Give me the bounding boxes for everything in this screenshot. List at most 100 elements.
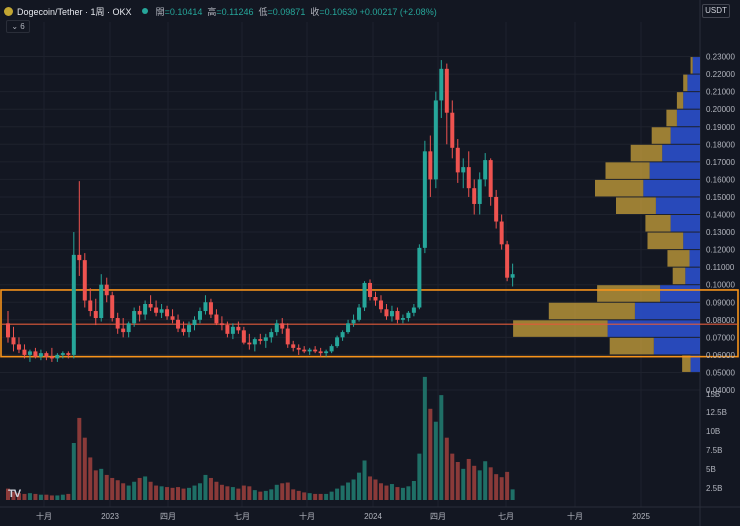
candle-body	[428, 151, 433, 180]
price-tick-label: 0.12000	[706, 246, 735, 255]
candle-body	[494, 196, 499, 222]
candle-body	[335, 337, 340, 347]
dogecoin-logo-icon	[4, 6, 13, 16]
volume-bar	[44, 494, 49, 500]
volume-bar	[143, 476, 148, 500]
candle-body	[302, 349, 307, 352]
volume-profile-bar	[666, 109, 677, 127]
candle-body	[225, 325, 230, 334]
candle-body	[60, 353, 65, 355]
currency-unit-button[interactable]: USDT	[702, 4, 730, 18]
candle-body	[49, 356, 54, 359]
volume-bar	[373, 479, 378, 500]
candle-body	[466, 167, 471, 189]
candle-body	[274, 323, 279, 333]
price-tick-label: 0.06000	[706, 351, 735, 360]
volume-bar	[187, 487, 192, 500]
volume-bar	[33, 493, 38, 500]
volume-profile-bar	[660, 285, 700, 302]
volume-bar	[77, 417, 82, 500]
volume-bar	[477, 470, 482, 500]
candle-body	[411, 307, 416, 313]
time-tick-label: 四月	[430, 512, 446, 521]
candle-body	[44, 353, 49, 357]
candle-body	[203, 302, 208, 312]
volume-bar	[422, 376, 427, 500]
candle-body	[214, 314, 219, 324]
volume-bar	[55, 495, 60, 500]
volume-profile-bar	[616, 197, 656, 214]
volume-bar	[38, 494, 43, 500]
volume-profile-bar	[651, 127, 671, 144]
candle-body	[269, 332, 274, 338]
volume-bar	[439, 395, 444, 500]
candle-body	[291, 344, 296, 348]
candle-body	[258, 339, 263, 341]
candle-body	[77, 254, 82, 261]
candle-body	[439, 68, 444, 101]
time-tick-label: 七月	[234, 512, 250, 521]
price-tick-label: 0.08000	[706, 316, 735, 325]
volume-bar	[269, 489, 274, 500]
volume-bar	[400, 487, 405, 500]
candle-body	[181, 328, 186, 333]
candle-body	[88, 300, 93, 312]
candle-body	[11, 337, 16, 345]
volume-bar	[6, 488, 10, 500]
candle-body	[247, 342, 252, 345]
price-tick-label: 0.17000	[706, 158, 735, 167]
market-status-icon	[141, 8, 148, 14]
volume-bar	[340, 485, 345, 500]
candle-body	[6, 323, 10, 338]
volume-bar	[104, 474, 109, 500]
volume-bar	[455, 462, 460, 500]
time-tick-label: 十月	[299, 511, 315, 521]
candle-body	[230, 326, 235, 334]
candle-body	[143, 304, 148, 315]
volume-bar	[214, 481, 219, 500]
volume-profile-bar	[670, 215, 700, 232]
candle-body	[176, 319, 181, 329]
candle-body	[488, 160, 493, 197]
candle-body	[82, 260, 87, 301]
candle-body	[280, 323, 285, 329]
volume-bar	[357, 472, 362, 500]
candle-body	[285, 328, 290, 345]
candle-body	[455, 147, 460, 173]
volume-profile-bar	[597, 285, 661, 302]
volume-bar	[389, 484, 394, 500]
candle-body	[357, 307, 362, 320]
volume-profile-bar	[643, 179, 700, 197]
volume-bar	[16, 493, 21, 500]
price-tick-label: 0.11000	[706, 263, 735, 272]
volume-bar	[11, 491, 16, 500]
volume-bar	[258, 491, 263, 500]
symbol-title[interactable]: Dogecoin/Tether · 1周 · OKX	[17, 6, 132, 17]
volume-bar	[384, 485, 389, 500]
volume-bar	[499, 477, 504, 500]
volume-profile-bar	[653, 337, 700, 355]
candle-body	[351, 319, 356, 324]
volume-bar	[417, 453, 422, 500]
volume-bar	[291, 489, 296, 500]
candle-body	[137, 311, 142, 315]
volume-bar	[329, 491, 334, 500]
volume-profile-bar	[634, 302, 700, 320]
volume-bar	[395, 487, 400, 500]
candle-body	[110, 295, 115, 319]
volume-bar	[88, 457, 93, 500]
volume-profile-bar	[647, 232, 684, 250]
price-tick-label: 0.18000	[706, 140, 735, 149]
candle-body	[362, 282, 367, 308]
volume-bar	[274, 484, 279, 500]
candle-body	[22, 349, 27, 355]
volume-bar	[263, 490, 268, 500]
candle-body	[208, 302, 213, 315]
ohlc-readout: 開=0.10414 高=0.11246 低=0.09871 收=0.10630 …	[156, 5, 437, 18]
volume-bar	[27, 493, 32, 500]
volume-profile-bar	[655, 197, 700, 214]
indicator-collapse-button[interactable]: ⌄ 6	[6, 20, 30, 33]
volume-bar	[378, 483, 383, 500]
candle-body	[307, 349, 312, 352]
